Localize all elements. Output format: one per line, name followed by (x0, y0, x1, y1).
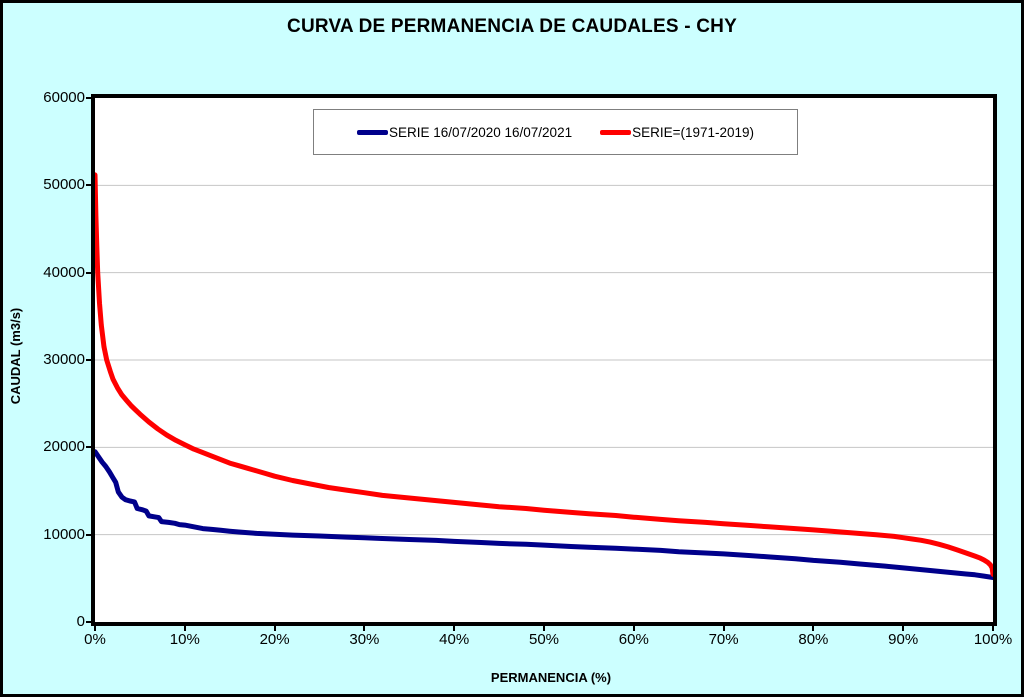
series-line-0 (95, 449, 993, 580)
legend-label-serie-2020-2021: SERIE 16/07/2020 16/07/2021 (388, 124, 573, 140)
y-tick-label-10000: 10000 (43, 525, 85, 543)
x-tick-label-0: 0% (84, 631, 106, 648)
chart-title: CURVA DE PERMANENCIA DE CAUDALES - CHY (287, 16, 737, 37)
x-tick-mark-80 (812, 626, 815, 631)
legend-label-serie-1971-2019: SERIE=(1971-2019) (632, 124, 755, 140)
x-tick-mark-90 (902, 626, 905, 631)
x-tick-label-50: 50% (528, 631, 560, 648)
y-tick-mark-10000 (86, 533, 91, 536)
y-tick-label-50000: 50000 (43, 176, 85, 194)
x-tick-label-30: 30% (349, 631, 380, 648)
x-tick-label-60: 60% (618, 631, 649, 648)
y-tick-mark-50000 (86, 184, 91, 187)
legend: SERIE 16/07/2020 16/07/2021 SERIE=(1971-… (313, 109, 798, 155)
x-tick-mark-70 (722, 626, 725, 631)
x-tick-mark-20 (273, 626, 276, 631)
x-tick-mark-0 (94, 626, 96, 631)
legend-line-sample-red (600, 129, 632, 135)
y-tick-label-30000: 30000 (43, 351, 85, 368)
y-tick-label-40000: 40000 (43, 263, 85, 281)
x-tick-label-40: 40% (439, 631, 470, 648)
x-tick-mark-10 (183, 626, 186, 631)
x-tick-label-100: 100% (973, 631, 1013, 648)
x-tick-label-80: 80% (798, 631, 829, 648)
y-tick-mark-0 (86, 621, 91, 623)
x-tick-label-20: 20% (259, 631, 290, 648)
x-tick-label-90: 90% (888, 631, 919, 648)
y-tick-label-60000: 60000 (43, 89, 85, 106)
x-tick-mark-30 (363, 626, 366, 631)
y-tick-mark-60000 (86, 97, 91, 99)
x-tick-mark-60 (632, 626, 635, 631)
x-tick-label-70: 70% (708, 631, 739, 648)
x-axis-title: PERMANENCIA (%) (490, 670, 612, 685)
x-tick-mark-100 (992, 626, 994, 631)
y-tick-label-20000: 20000 (43, 438, 85, 456)
x-tick-mark-40 (453, 626, 456, 631)
series-line-1 (95, 172, 993, 577)
y-tick-label-0: 0 (76, 613, 85, 630)
y-tick-mark-40000 (86, 271, 91, 274)
plot-svg (95, 172, 993, 580)
legend-line-sample-blue (356, 129, 388, 135)
plot-area (91, 94, 997, 626)
x-tick-mark-50 (543, 626, 545, 631)
y-tick-mark-30000 (86, 359, 91, 361)
y-tick-mark-20000 (86, 446, 91, 449)
legend-entry-serie-2020-2021: SERIE 16/07/2020 16/07/2021 (356, 124, 573, 140)
x-tick-label-10: 10% (169, 631, 200, 648)
legend-entry-serie-1971-2019: SERIE=(1971-2019) (600, 125, 754, 140)
